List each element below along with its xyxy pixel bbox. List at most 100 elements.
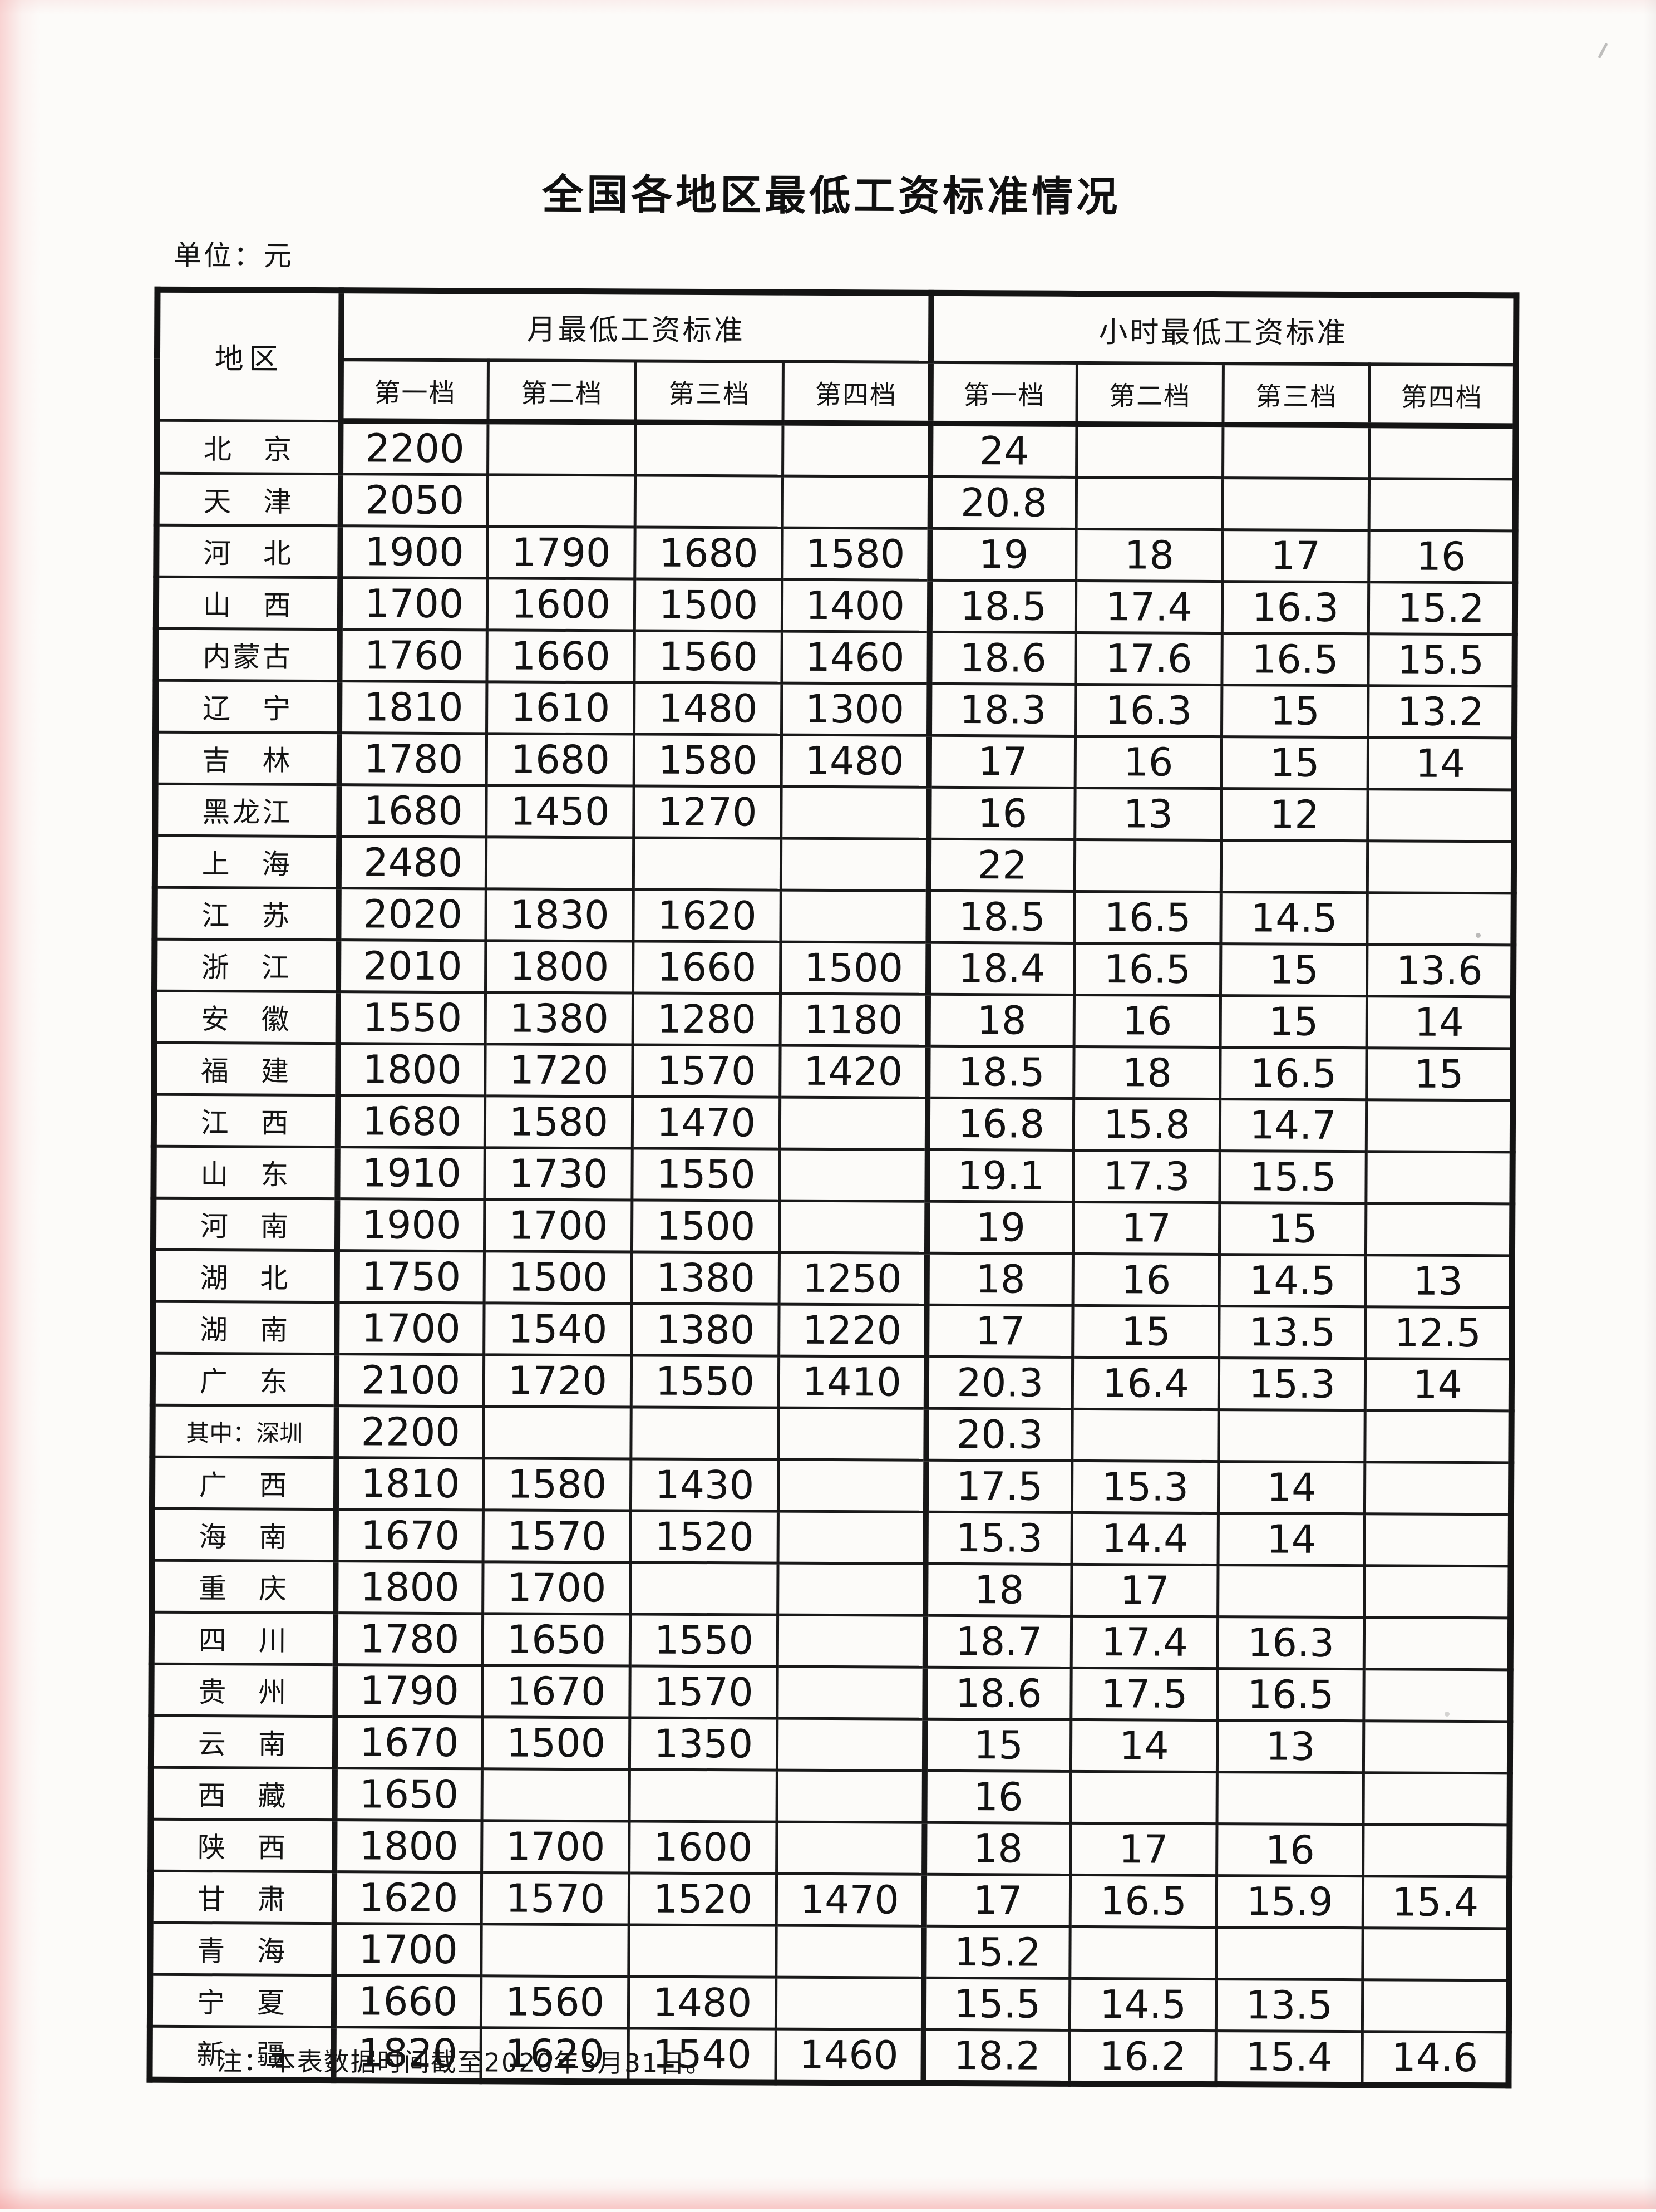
hourly-tier4-cell bbox=[1366, 1151, 1513, 1204]
monthly-tier4-cell bbox=[777, 1770, 925, 1823]
hourly-tier1-cell: 18.5 bbox=[928, 891, 1075, 943]
table-row: 山 西 1700 1600 1500 1400 18.5 17.4 16.3 15.2 bbox=[156, 577, 1515, 635]
region-cell: 海 南 bbox=[152, 1508, 336, 1561]
monthly-tier2-cell: 1610 bbox=[486, 681, 634, 734]
monthly-tier1-header: 第一档 bbox=[340, 360, 489, 422]
hourly-tier4-cell bbox=[1363, 1669, 1511, 1722]
hourly-tier1-cell: 17 bbox=[926, 1305, 1073, 1358]
monthly-tier3-cell: 1480 bbox=[634, 682, 782, 735]
monthly-tier4-cell: 1580 bbox=[782, 528, 930, 581]
monthly-tier4-cell bbox=[781, 838, 929, 891]
monthly-tier3-cell: 1570 bbox=[629, 1665, 778, 1719]
scan-speck bbox=[1476, 933, 1481, 938]
monthly-tier1-cell: 2200 bbox=[336, 1405, 484, 1458]
hourly-tier2-header: 第二档 bbox=[1076, 362, 1224, 425]
hourly-tier4-cell bbox=[1363, 1721, 1510, 1773]
hourly-tier2-cell bbox=[1076, 477, 1223, 530]
monthly-tier2-cell: 1700 bbox=[482, 1561, 631, 1614]
monthly-tier4-cell: 1250 bbox=[779, 1252, 927, 1305]
monthly-tier3-cell bbox=[633, 837, 781, 891]
table-row: 其中：深圳 2200 20.3 bbox=[152, 1405, 1512, 1463]
monthly-tier1-cell: 1800 bbox=[335, 1561, 484, 1614]
hourly-tier3-cell: 15.4 bbox=[1215, 2031, 1363, 2085]
table-row: 云 南 1670 1500 1350 15 14 13 bbox=[151, 1715, 1510, 1773]
monthly-tier4-cell bbox=[777, 1718, 925, 1771]
hourly-tier1-cell: 18 bbox=[928, 994, 1075, 1047]
monthly-tier1-cell: 2050 bbox=[340, 474, 488, 527]
monthly-tier3-cell: 1520 bbox=[629, 1872, 777, 1926]
monthly-tier1-cell: 1670 bbox=[334, 1716, 482, 1769]
table-row: 北 京 2200 24 bbox=[156, 420, 1516, 479]
monthly-tier1-cell: 1680 bbox=[338, 784, 487, 837]
region-cell: 黑龙江 bbox=[155, 784, 339, 837]
region-cell: 辽 宁 bbox=[155, 680, 339, 733]
monthly-tier2-cell: 1580 bbox=[485, 1095, 633, 1148]
table-row: 青 海 1700 15.2 bbox=[150, 1923, 1510, 1980]
table-row: 宁 夏 1660 1560 1480 15.5 14.5 13.5 bbox=[150, 1974, 1509, 2032]
monthly-tier3-cell: 1500 bbox=[634, 578, 782, 632]
hourly-tier4-cell bbox=[1369, 478, 1516, 531]
monthly-tier4-cell: 1470 bbox=[776, 1874, 924, 1926]
hourly-tier4-cell: 14 bbox=[1368, 737, 1515, 790]
hourly-tier1-cell: 20.8 bbox=[930, 476, 1077, 529]
hourly-tier2-cell: 16.5 bbox=[1070, 1875, 1217, 1928]
hourly-tier4-cell: 12.5 bbox=[1365, 1306, 1512, 1359]
region-cell: 陕 西 bbox=[150, 1819, 335, 1872]
monthly-tier2-cell: 1450 bbox=[486, 785, 634, 838]
monthly-tier4-cell bbox=[779, 1201, 927, 1254]
monthly-tier2-cell: 1700 bbox=[481, 1820, 630, 1873]
hourly-tier2-cell: 16 bbox=[1073, 1254, 1220, 1306]
monthly-tier2-cell: 1660 bbox=[486, 630, 635, 682]
monthly-tier1-cell: 1760 bbox=[339, 629, 487, 682]
hourly-tier2-cell bbox=[1075, 839, 1221, 892]
table-row: 内蒙古 1760 1660 1560 1460 18.6 17.6 16.5 15.5 bbox=[155, 628, 1515, 686]
monthly-tier2-cell: 1680 bbox=[486, 733, 634, 786]
monthly-tier3-cell: 1660 bbox=[633, 941, 781, 994]
monthly-tier2-cell: 1570 bbox=[483, 1510, 631, 1562]
monthly-group-header: 月最低工资标准 bbox=[341, 290, 931, 362]
monthly-tier1-cell: 1800 bbox=[337, 1043, 486, 1096]
hourly-tier1-cell: 20.3 bbox=[925, 1408, 1073, 1461]
monthly-tier2-cell: 1560 bbox=[481, 1975, 629, 2028]
table-row: 天 津 2050 20.8 bbox=[156, 473, 1516, 531]
table-row: 甘 肃 1620 1570 1520 1470 17 16.5 15.9 15.4 bbox=[150, 1871, 1510, 1929]
monthly-tier4-cell bbox=[776, 1822, 925, 1875]
hourly-tier1-cell: 16 bbox=[924, 1771, 1071, 1823]
hourly-tier3-cell: 15.3 bbox=[1219, 1358, 1366, 1410]
tier-header-row: 第一档 第二档 第三档 第四档 第一档 第二档 第三档 第四档 bbox=[157, 359, 1516, 426]
monthly-tier3-cell: 1500 bbox=[632, 1200, 780, 1253]
monthly-tier3-cell: 1550 bbox=[630, 1614, 778, 1667]
monthly-tier1-cell: 1660 bbox=[333, 1975, 481, 2028]
hourly-tier2-cell: 18 bbox=[1076, 529, 1223, 582]
hourly-tier4-cell bbox=[1367, 840, 1514, 893]
monthly-tier4-cell bbox=[776, 1977, 924, 2030]
monthly-tier3-cell: 1570 bbox=[632, 1044, 781, 1098]
monthly-tier2-cell: 1670 bbox=[482, 1665, 630, 1718]
hourly-tier1-cell: 20.3 bbox=[926, 1356, 1073, 1409]
table-row: 江 西 1680 1580 1470 16.8 15.8 14.7 bbox=[154, 1094, 1513, 1152]
region-cell: 四 川 bbox=[151, 1612, 336, 1665]
hourly-tier4-cell bbox=[1367, 892, 1514, 945]
monthly-tier3-cell bbox=[630, 1562, 778, 1615]
hourly-tier1-cell: 19.1 bbox=[926, 1149, 1074, 1202]
monthly-tier4-cell bbox=[779, 1149, 928, 1202]
hourly-tier2-cell: 16 bbox=[1075, 736, 1222, 789]
monthly-tier3-cell: 1680 bbox=[634, 527, 783, 580]
hourly-tier3-cell: 16.5 bbox=[1220, 1047, 1367, 1100]
monthly-tier1-cell: 1620 bbox=[334, 1871, 482, 1924]
monthly-tier2-cell: 1830 bbox=[485, 888, 634, 941]
hourly-tier4-cell bbox=[1364, 1617, 1511, 1670]
monthly-tier1-cell: 1700 bbox=[339, 577, 487, 630]
hourly-tier2-cell: 16 bbox=[1074, 995, 1221, 1048]
region-cell: 福 建 bbox=[154, 1043, 338, 1095]
monthly-tier3-cell bbox=[635, 422, 783, 476]
hourly-tier4-cell: 13.6 bbox=[1367, 944, 1514, 997]
monthly-tier1-cell: 1810 bbox=[336, 1457, 484, 1510]
hourly-tier3-cell: 16.5 bbox=[1221, 633, 1369, 686]
group-header-row: 地区 月最低工资标准 小时最低工资标准 bbox=[156, 289, 1516, 421]
region-cell: 山 西 bbox=[156, 577, 340, 630]
hourly-tier3-cell bbox=[1223, 425, 1369, 479]
monthly-tier2-cell bbox=[481, 1924, 629, 1977]
monthly-tier3-cell: 1470 bbox=[632, 1096, 780, 1149]
hourly-tier3-cell bbox=[1218, 1409, 1366, 1462]
